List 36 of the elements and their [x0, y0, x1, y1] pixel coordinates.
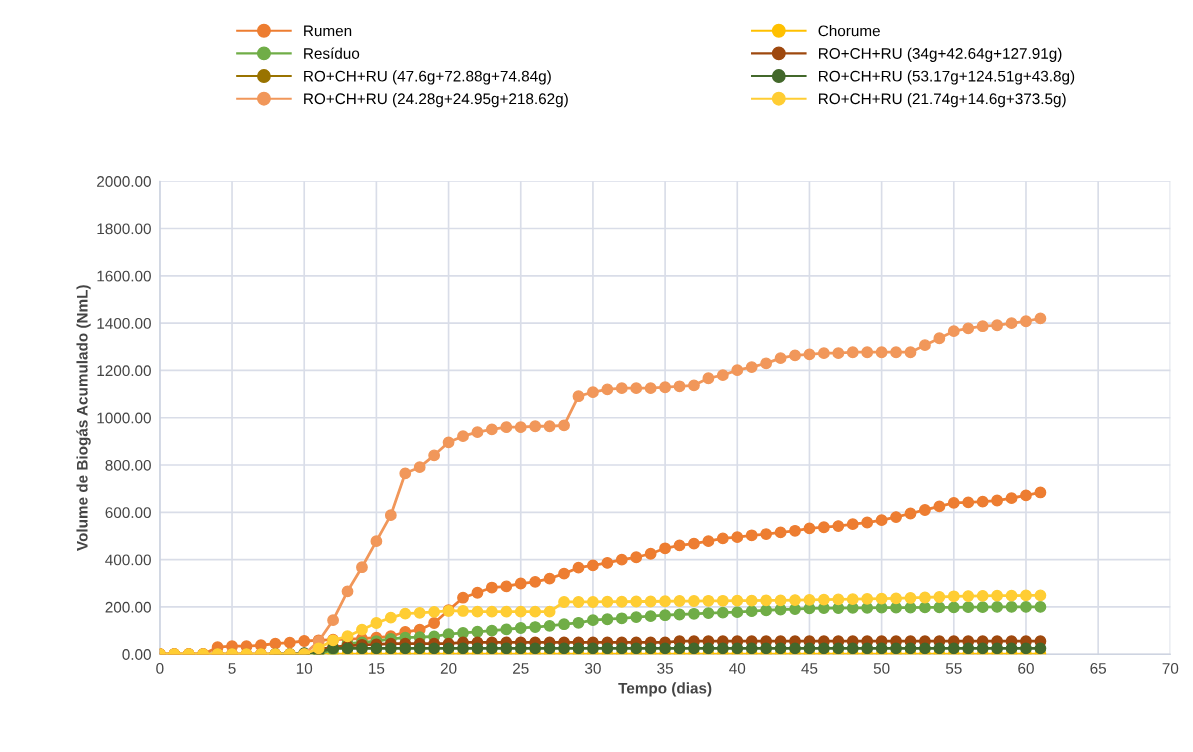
y-tick-label: 200.00 — [105, 601, 151, 613]
x-tick-label: 45 — [801, 663, 818, 674]
x-tick-label: 15 — [369, 663, 385, 674]
y-tick-label: 800.00 — [105, 459, 151, 471]
x-tick-label: 35 — [657, 662, 673, 674]
x-tick-label: 60 — [1018, 662, 1034, 674]
y-tick-label: 2000.00 — [97, 176, 151, 187]
x-tick-label: 20 — [440, 662, 457, 674]
x-tick-label: 5 — [228, 663, 236, 674]
legend-label: RO+CH+RU (53.17g+124.51g+43.8g) — [819, 70, 1075, 85]
x-tick-label: 50 — [873, 662, 890, 674]
legend-label: RO+CH+RU (47.6g+72.88g+74.84g) — [304, 70, 551, 85]
y-tick-label: 1600.00 — [97, 270, 151, 282]
x-tick-label: 40 — [729, 662, 746, 674]
legend-label: Rumen — [304, 25, 352, 37]
x-tick-label: 55 — [945, 663, 962, 674]
y-tick-label: 1400.00 — [97, 318, 151, 329]
y-tick-label: 1000.00 — [97, 412, 151, 424]
y-axis-title: Volume de Biogás Acumulado (NmL) — [76, 285, 91, 551]
y-tick-label: 0.00 — [122, 649, 151, 660]
y-tick-label: 1800.00 — [97, 223, 151, 235]
x-tick-label: 65 — [1090, 662, 1107, 674]
legend-label: RO+CH+RU (34g+42.64g+127.91g) — [819, 47, 1062, 62]
x-tick-label: 30 — [585, 662, 601, 674]
x-tick-label: 0 — [156, 662, 164, 674]
x-tick-label: 25 — [513, 662, 529, 674]
legend-label: RO+CH+RU (21.74g+14.6g+373.5g) — [819, 92, 1066, 108]
x-tick-label: 10 — [296, 662, 313, 674]
x-tick-label: 70 — [1162, 662, 1179, 674]
y-tick-label: 600.00 — [105, 507, 151, 519]
legend-label: RO+CH+RU (24.28g+24.95g+218.62g) — [304, 92, 568, 108]
legend-label: Chorume — [818, 25, 880, 37]
x-axis-title: Tempo (dias) — [618, 682, 712, 697]
y-tick-label: 1200.00 — [97, 365, 151, 377]
y-tick-label: 400.00 — [105, 554, 151, 566]
legend-label: Resíduo — [304, 47, 360, 59]
